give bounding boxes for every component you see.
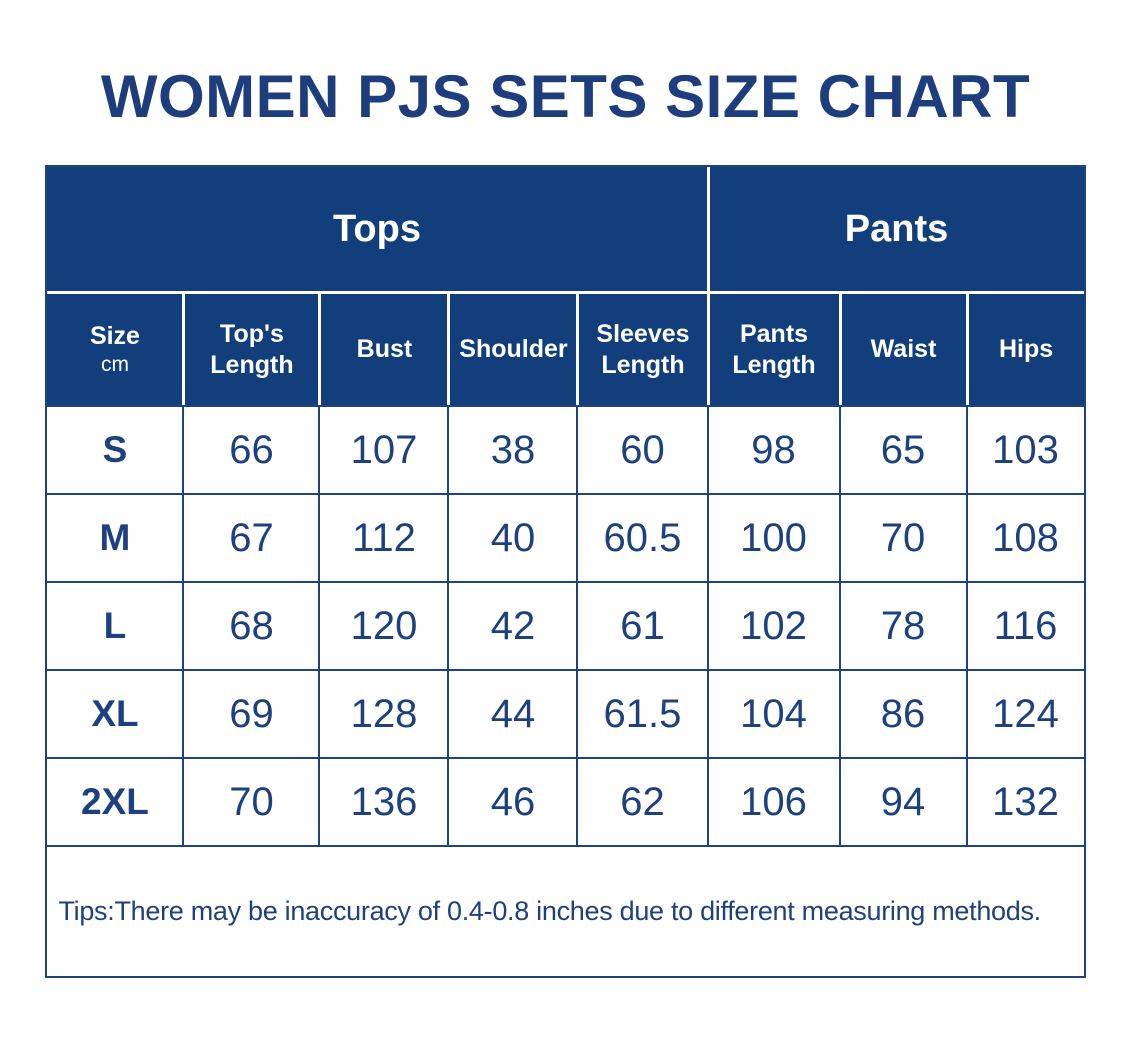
data-cell: 108 xyxy=(965,493,1084,581)
column-header-bust: Bust xyxy=(318,291,448,405)
size-chart-table: Tops Pants Size cm Top's Length Bust Sho… xyxy=(45,165,1086,978)
tops-group-header: Tops xyxy=(47,167,707,291)
size-cell: L xyxy=(47,581,183,669)
data-cell: 102 xyxy=(706,581,839,669)
table-row-s: S 66 107 38 60 98 65 103 xyxy=(47,405,1084,493)
data-cell: 62 xyxy=(576,757,707,845)
data-cell: 107 xyxy=(318,405,448,493)
data-cell: 66 xyxy=(182,405,319,493)
table-row-xl: XL 69 128 44 61.5 104 86 124 xyxy=(47,669,1084,757)
column-header-unit: cm xyxy=(100,352,129,376)
data-cell: 70 xyxy=(182,757,319,845)
data-cell: 116 xyxy=(965,581,1084,669)
pants-group-header: Pants xyxy=(706,167,1084,291)
tips-note: Tips:There may be inaccuracy of 0.4-0.8 … xyxy=(47,845,1084,976)
data-cell: 120 xyxy=(318,581,448,669)
column-header-hips: Hips xyxy=(965,291,1084,405)
data-cell: 44 xyxy=(447,669,577,757)
data-cell: 128 xyxy=(318,669,448,757)
data-cell: 61.5 xyxy=(576,669,707,757)
data-cell: 98 xyxy=(706,405,839,493)
table-row-l: L 68 120 42 61 102 78 116 xyxy=(47,581,1084,669)
data-cell: 100 xyxy=(706,493,839,581)
data-cell: 112 xyxy=(318,493,448,581)
column-header-shoulder: Shoulder xyxy=(447,291,577,405)
data-cell: 106 xyxy=(706,757,839,845)
page-title: WOMEN PJS SETS SIZE CHART xyxy=(100,63,1031,130)
data-cell: 69 xyxy=(182,669,319,757)
column-header-waist: Waist xyxy=(838,291,966,405)
data-cell: 60 xyxy=(576,405,707,493)
size-cell: XL xyxy=(47,669,183,757)
column-header-size-label: Size xyxy=(89,322,140,351)
data-cell: 40 xyxy=(447,493,577,581)
data-cell: 136 xyxy=(318,757,448,845)
data-cell: 104 xyxy=(706,669,839,757)
data-cell: 132 xyxy=(965,757,1084,845)
column-header-size: Size cm xyxy=(47,291,183,405)
size-cell: 2XL xyxy=(47,757,183,845)
tips-row: Tips:There may be inaccuracy of 0.4-0.8 … xyxy=(47,845,1084,976)
data-cell: 60.5 xyxy=(576,493,707,581)
size-cell: S xyxy=(47,405,183,493)
data-cell: 103 xyxy=(965,405,1084,493)
data-cell: 38 xyxy=(447,405,577,493)
data-cell: 61 xyxy=(576,581,707,669)
size-cell: M xyxy=(47,493,183,581)
column-header-sleeves-length: Sleeves Length xyxy=(576,291,707,405)
data-cell: 68 xyxy=(182,581,319,669)
table-row-2xl: 2XL 70 136 46 62 106 94 132 xyxy=(47,757,1084,845)
data-cell: 124 xyxy=(965,669,1084,757)
table-row-m: M 67 112 40 60.5 100 70 108 xyxy=(47,493,1084,581)
data-cell: 46 xyxy=(447,757,577,845)
column-header-tops-length: Top's Length xyxy=(182,291,319,405)
column-header-pants-length: Pants Length xyxy=(706,291,839,405)
data-cell: 78 xyxy=(838,581,966,669)
column-header-row: Size cm Top's Length Bust Shoulder Sleev… xyxy=(47,291,1084,405)
data-cell: 86 xyxy=(838,669,966,757)
data-cell: 65 xyxy=(838,405,966,493)
data-cell: 42 xyxy=(447,581,577,669)
data-cell: 94 xyxy=(838,757,966,845)
data-cell: 70 xyxy=(838,493,966,581)
data-cell: 67 xyxy=(182,493,319,581)
group-header-row: Tops Pants xyxy=(47,167,1084,291)
